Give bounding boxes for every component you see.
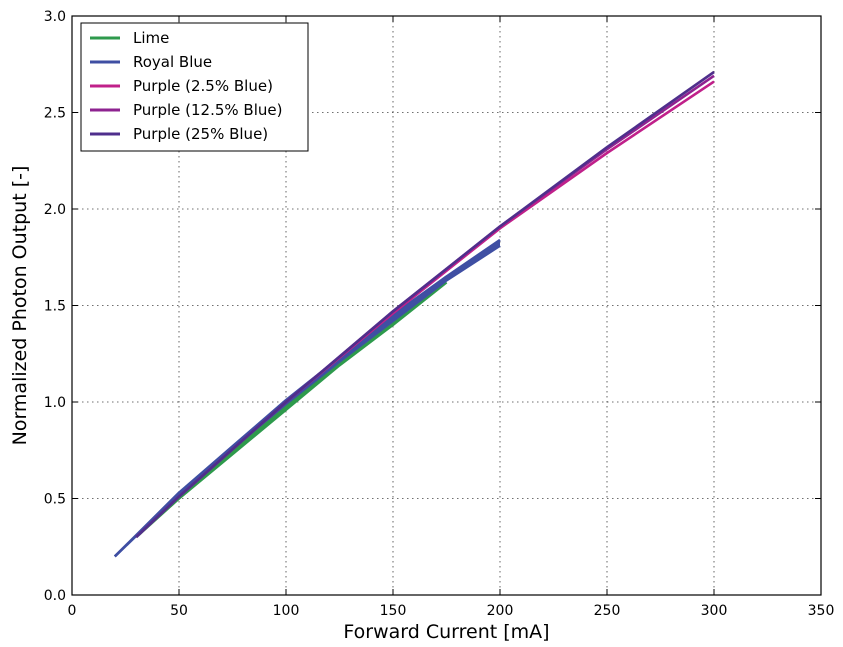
series-band (114, 239, 501, 557)
y-tick-label: 2.0 (44, 202, 66, 218)
series-band (136, 276, 447, 538)
legend-entry: Royal Blue (133, 53, 212, 71)
y-tick-label: 0.5 (44, 492, 66, 508)
y-tick-label: 0.0 (44, 588, 66, 604)
y-tick-label: 1.0 (44, 395, 66, 411)
series-group (113, 238, 501, 558)
legend-entry: Purple (12.5% Blue) (133, 101, 282, 119)
x-tick-label: 150 (380, 603, 407, 619)
y-axis-label: Normalized Photon Output [-] (9, 166, 31, 446)
legend: Lime Royal Blue Purple (2.5% Blue) Purple (… (80, 22, 309, 152)
series-layer (113, 70, 715, 558)
x-tick-label: 200 (487, 603, 514, 619)
series-line (135, 70, 715, 539)
legend-entry: Purple (2.5% Blue) (133, 77, 273, 95)
y-tick-label: 3.0 (44, 9, 66, 25)
x-axis-label: Forward Current [mA] (343, 621, 549, 643)
series-line (113, 244, 501, 558)
y-tick-label: 1.5 (44, 299, 66, 315)
x-tick-label: 300 (701, 603, 728, 619)
x-tick-label: 50 (170, 603, 188, 619)
x-tick-label: 350 (808, 603, 835, 619)
x-tick-label: 250 (594, 603, 621, 619)
x-tick-label: 100 (273, 603, 300, 619)
legend-entry: Lime (133, 29, 169, 47)
y-tick-label: 2.5 (44, 106, 66, 122)
series-group (135, 70, 715, 539)
series-line (113, 238, 501, 558)
x-tick-label: 0 (68, 603, 77, 619)
y-axis-ticks: 0.0 0.5 1.0 1.5 2.0 2.5 3.0 (44, 9, 821, 604)
x-axis-ticks: 0 50 100 150 200 250 300 350 (68, 16, 835, 619)
legend-entry: Purple (25% Blue) (133, 125, 268, 143)
